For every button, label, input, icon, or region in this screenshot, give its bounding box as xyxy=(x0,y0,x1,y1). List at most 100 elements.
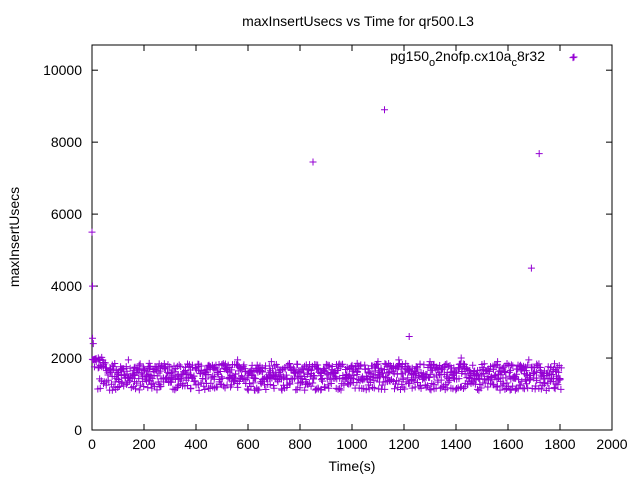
data-point xyxy=(317,376,325,384)
data-point xyxy=(191,377,199,385)
legend-sub-2: c xyxy=(511,57,517,69)
outlier-point xyxy=(309,158,317,166)
data-point xyxy=(414,378,422,386)
data-point xyxy=(266,381,274,389)
data-point xyxy=(294,360,302,368)
data-point xyxy=(289,364,297,372)
data-point xyxy=(488,376,496,384)
legend-base: pg150 xyxy=(390,48,429,64)
data-point xyxy=(304,381,312,389)
data-point xyxy=(446,376,454,384)
data-point xyxy=(255,386,263,394)
data-point xyxy=(507,386,515,394)
data-point xyxy=(507,366,515,374)
data-point xyxy=(520,385,528,393)
data-point xyxy=(249,379,257,387)
x-tick-label: 1800 xyxy=(544,436,575,452)
x-tick-label: 0 xyxy=(88,436,96,452)
x-axis: 0 200 400 600 800 1000 1200 1400 1600 1800 2000 xyxy=(88,45,628,452)
x-tick-label: 1000 xyxy=(336,436,367,452)
data-point xyxy=(195,386,203,394)
data-point xyxy=(525,356,533,364)
data-point xyxy=(327,379,335,387)
data-point xyxy=(114,371,122,379)
data-point xyxy=(274,378,282,386)
data-point xyxy=(524,361,532,369)
data-point xyxy=(228,366,236,374)
data-point xyxy=(369,383,377,391)
x-axis-label: Time(s) xyxy=(329,458,376,474)
data-point xyxy=(413,365,421,373)
data-point xyxy=(218,373,226,381)
data-point xyxy=(135,386,143,394)
data-point xyxy=(216,368,224,376)
data-point xyxy=(507,361,515,369)
outlier-point xyxy=(88,228,96,236)
data-point xyxy=(234,383,242,391)
outlier-point xyxy=(569,54,577,62)
data-point xyxy=(133,379,141,387)
data-point xyxy=(459,385,467,393)
data-point xyxy=(493,382,501,390)
x-tick-label: 800 xyxy=(288,436,312,452)
data-point xyxy=(296,384,304,392)
data-point xyxy=(209,372,217,380)
data-point xyxy=(320,383,328,391)
data-point xyxy=(365,368,373,376)
outlier-point xyxy=(89,340,97,348)
data-point xyxy=(104,376,112,384)
data-point xyxy=(526,375,534,383)
data-point xyxy=(478,371,486,379)
data-point xyxy=(404,374,412,382)
data-point xyxy=(401,385,409,393)
data-point xyxy=(395,356,403,364)
data-point xyxy=(455,365,463,373)
data-point xyxy=(161,365,169,373)
x-tick-label: 1400 xyxy=(440,436,471,452)
data-point xyxy=(493,375,501,383)
data-point xyxy=(169,385,177,393)
data-point xyxy=(243,385,251,393)
data-point xyxy=(416,381,424,389)
data-point xyxy=(290,366,298,374)
data-point xyxy=(410,377,418,385)
data-point xyxy=(339,360,347,368)
data-point xyxy=(286,363,294,371)
data-point xyxy=(334,367,342,375)
data-point xyxy=(455,375,463,383)
data-point xyxy=(267,358,275,366)
data-point xyxy=(175,361,183,369)
legend-mid: 2nofp.cx10a xyxy=(435,48,511,64)
data-point xyxy=(381,385,389,393)
data-point xyxy=(545,384,553,392)
data-point xyxy=(185,362,193,370)
data-point xyxy=(246,380,254,388)
data-point xyxy=(325,384,333,392)
data-point xyxy=(136,360,144,368)
data-point xyxy=(346,373,354,381)
data-point xyxy=(223,367,231,375)
data-point xyxy=(210,365,218,373)
chart-title: maxInsertUsecs vs Time for qr500.L3 xyxy=(242,13,474,29)
data-point xyxy=(499,364,507,372)
data-point xyxy=(512,384,520,392)
data-point xyxy=(512,374,520,382)
data-point xyxy=(555,376,563,384)
data-point xyxy=(218,374,226,382)
data-point xyxy=(377,366,385,374)
data-point xyxy=(132,385,140,393)
data-point xyxy=(252,375,260,383)
data-point xyxy=(378,381,386,389)
data-point xyxy=(96,384,104,392)
data-point xyxy=(391,385,399,393)
data-point xyxy=(492,361,500,369)
data-point xyxy=(373,361,381,369)
data-point xyxy=(160,378,168,386)
data-point xyxy=(268,374,276,382)
data-point xyxy=(369,373,377,381)
data-points xyxy=(88,54,577,394)
data-point xyxy=(502,374,510,382)
data-point xyxy=(249,371,257,379)
data-point xyxy=(513,370,521,378)
